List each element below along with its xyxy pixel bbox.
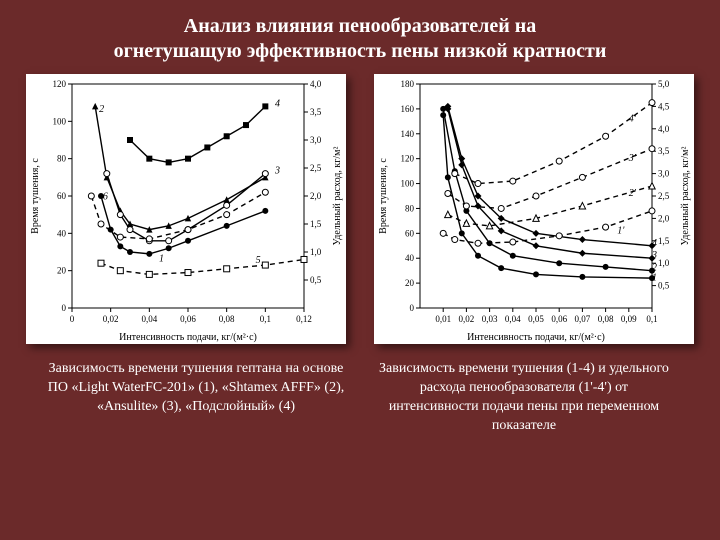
svg-text:0,02: 0,02 xyxy=(103,314,119,324)
svg-text:2: 2 xyxy=(99,104,104,115)
svg-text:0,08: 0,08 xyxy=(219,314,235,324)
svg-text:3': 3' xyxy=(628,153,637,164)
svg-text:Время тушения, с: Время тушения, с xyxy=(378,158,389,234)
svg-text:Интенсивность подачи, кг/(м²·с: Интенсивность подачи, кг/(м²·с) xyxy=(467,332,605,343)
svg-text:3: 3 xyxy=(651,250,657,261)
svg-text:100: 100 xyxy=(401,179,415,189)
svg-text:120: 120 xyxy=(401,154,415,164)
svg-text:0,5: 0,5 xyxy=(310,275,322,285)
svg-text:2,0: 2,0 xyxy=(310,191,322,201)
svg-text:0,08: 0,08 xyxy=(598,314,614,324)
svg-text:Удельный расход, кг/м²: Удельный расход, кг/м² xyxy=(680,147,691,246)
svg-text:0,04: 0,04 xyxy=(141,314,157,324)
charts-row: 00,020,040,060,080,10,120204060801001200… xyxy=(0,68,720,344)
svg-text:0,1: 0,1 xyxy=(260,314,271,324)
svg-text:180: 180 xyxy=(401,79,415,89)
svg-text:3: 3 xyxy=(274,166,280,177)
chart-left: 0 0,02 0,04 0,06 0,08 0,1 0,12 0 20 40 60 80 100 120 0… xyxy=(26,74,346,344)
svg-text:4,0: 4,0 xyxy=(310,79,322,89)
svg-text:0: 0 xyxy=(410,303,415,313)
svg-text:3,5: 3,5 xyxy=(658,146,670,156)
svg-text:0,06: 0,06 xyxy=(551,314,567,324)
svg-text:3,0: 3,0 xyxy=(658,169,670,179)
svg-text:0,05: 0,05 xyxy=(528,314,544,324)
svg-text:0,5: 0,5 xyxy=(658,281,670,291)
svg-text:1: 1 xyxy=(652,273,657,284)
svg-text:4: 4 xyxy=(652,238,657,249)
caption-right: Зависимость времени тушения (1-4) и удел… xyxy=(374,360,674,436)
svg-text:4: 4 xyxy=(275,98,280,109)
svg-text:160: 160 xyxy=(401,104,415,114)
svg-text:0,09: 0,09 xyxy=(621,314,637,324)
svg-text:3,5: 3,5 xyxy=(310,107,322,117)
captions-row: Зависимость времени тушения гептана на о… xyxy=(0,344,720,436)
svg-text:0,03: 0,03 xyxy=(482,314,498,324)
svg-text:1': 1' xyxy=(617,225,625,236)
svg-text:60: 60 xyxy=(405,228,415,238)
svg-text:2,5: 2,5 xyxy=(310,163,322,173)
svg-text:2,5: 2,5 xyxy=(658,191,670,201)
svg-text:0,04: 0,04 xyxy=(505,314,521,324)
svg-text:Удельный расход, кг/м²: Удельный расход, кг/м² xyxy=(332,147,343,246)
svg-text:4': 4' xyxy=(629,113,637,124)
svg-text:1,0: 1,0 xyxy=(310,247,322,257)
svg-text:5,0: 5,0 xyxy=(658,79,670,89)
svg-text:0,12: 0,12 xyxy=(296,314,312,324)
svg-text:2,0: 2,0 xyxy=(658,213,670,223)
svg-text:100: 100 xyxy=(53,116,67,126)
svg-text:2: 2 xyxy=(652,263,657,274)
svg-text:1,0: 1,0 xyxy=(658,258,670,268)
svg-text:0,01: 0,01 xyxy=(435,314,451,324)
svg-text:Интенсивность подачи, кг/(м²·с: Интенсивность подачи, кг/(м²·с) xyxy=(119,332,257,343)
svg-text:5: 5 xyxy=(256,255,261,266)
svg-text:120: 120 xyxy=(53,79,67,89)
svg-text:4,0: 4,0 xyxy=(658,124,670,134)
svg-text:0,06: 0,06 xyxy=(180,314,196,324)
svg-text:0: 0 xyxy=(62,303,67,313)
svg-text:0,07: 0,07 xyxy=(575,314,591,324)
svg-text:140: 140 xyxy=(401,129,415,139)
svg-text:2': 2' xyxy=(629,188,637,199)
svg-text:20: 20 xyxy=(405,278,415,288)
svg-text:20: 20 xyxy=(57,266,67,276)
svg-text:0,02: 0,02 xyxy=(459,314,475,324)
svg-text:1: 1 xyxy=(159,253,164,264)
svg-text:1,5: 1,5 xyxy=(310,219,322,229)
svg-text:80: 80 xyxy=(405,203,415,213)
svg-text:40: 40 xyxy=(405,253,415,263)
chart-right: 0,01 0,02 0,03 0,04 0,05 0,06 0,07 0,08 0,09 0,1 0… xyxy=(374,74,694,344)
svg-text:60: 60 xyxy=(57,191,67,201)
svg-text:Время тушения, с: Время тушения, с xyxy=(30,158,41,234)
title-line-1: Анализ влияния пенообразователей на xyxy=(40,14,680,39)
svg-text:4,5: 4,5 xyxy=(658,101,670,111)
svg-text:40: 40 xyxy=(57,228,67,238)
svg-text:1,5: 1,5 xyxy=(658,236,670,246)
svg-text:0,1: 0,1 xyxy=(646,314,657,324)
caption-left: Зависимость времени тушения гептана на о… xyxy=(46,360,346,436)
title-line-2: огнетушащую эффективность пены низкой кр… xyxy=(40,39,680,64)
svg-text:0: 0 xyxy=(70,314,75,324)
page-title: Анализ влияния пенообразователей на огне… xyxy=(0,0,720,68)
svg-text:3,0: 3,0 xyxy=(310,135,322,145)
svg-text:80: 80 xyxy=(57,154,67,164)
svg-text:6: 6 xyxy=(103,192,108,203)
